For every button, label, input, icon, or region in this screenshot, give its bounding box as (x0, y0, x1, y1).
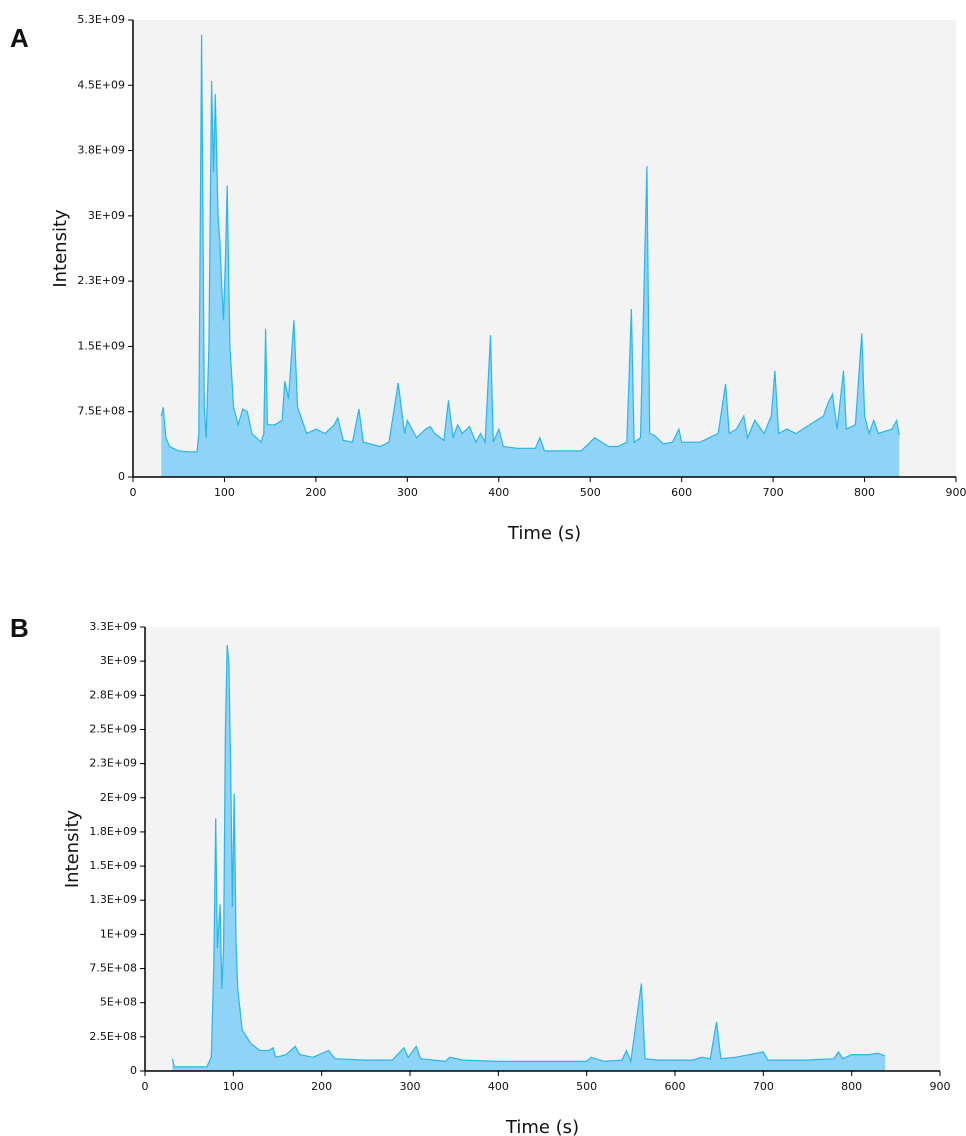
y-tick-label: 1E+09 (100, 927, 137, 940)
area-fill (161, 34, 900, 478)
x-tick-label: 0 (130, 486, 137, 499)
x-tick-label: 600 (671, 486, 692, 499)
x-axis-title: Time (s) (505, 1117, 579, 1136)
y-tick-label: 3E+09 (100, 654, 137, 667)
x-tick-label: 0 (142, 1080, 149, 1093)
y-axis-title: Intensity (50, 209, 71, 288)
x-tick-label: 700 (753, 1080, 774, 1093)
y-tick-label: 7.5E+08 (89, 962, 137, 975)
area-line (171, 644, 886, 1068)
x-tick-label: 300 (400, 1080, 421, 1093)
panel-label: A (10, 23, 29, 53)
y-tick-label: 3E+09 (88, 209, 125, 222)
y-tick-label: 2.5E+08 (89, 1030, 137, 1043)
x-tick-label: 200 (311, 1080, 332, 1093)
x-tick-label: 400 (488, 1080, 509, 1093)
x-tick-label: 400 (488, 486, 509, 499)
x-axis-title: Time (s) (507, 523, 581, 544)
y-tick-label: 2.8E+09 (89, 688, 137, 701)
y-axis-title: Intensity (62, 809, 83, 888)
y-tick-label: 1.3E+09 (89, 893, 137, 906)
panel-label: B (10, 613, 29, 643)
x-tick-label: 800 (854, 486, 875, 499)
y-tick-label: 2E+09 (100, 791, 137, 804)
x-tick-label: 900 (946, 486, 966, 499)
x-tick-label: 300 (397, 486, 418, 499)
y-tick-label: 3.8E+09 (77, 144, 125, 157)
x-tick-label: 500 (580, 486, 601, 499)
y-tick-label: 1.5E+09 (89, 859, 137, 872)
y-tick-label: 1.8E+09 (89, 825, 137, 838)
y-tick-label: 7.5E+08 (77, 405, 125, 418)
y-tick-label: 2.3E+09 (77, 274, 125, 287)
y-tick-label: 0 (130, 1064, 137, 1077)
plot-background (145, 627, 940, 1071)
x-tick-label: 500 (576, 1080, 597, 1093)
y-tick-label: 2.5E+09 (89, 722, 137, 735)
x-tick-label: 600 (665, 1080, 686, 1093)
y-tick-label: 5.3E+09 (77, 13, 125, 26)
plot-background (133, 20, 956, 477)
y-tick-label: 2.3E+09 (89, 757, 137, 770)
y-tick-label: 1.5E+09 (77, 339, 125, 352)
y-tick-label: 3.3E+09 (89, 620, 137, 633)
y-tick-label: 0 (118, 470, 125, 483)
y-tick-label: 4.5E+09 (77, 78, 125, 91)
x-tick-label: 700 (763, 486, 784, 499)
x-tick-label: 100 (214, 486, 235, 499)
x-tick-label: 100 (223, 1080, 244, 1093)
x-tick-label: 200 (305, 486, 326, 499)
area-line (160, 34, 900, 453)
y-tick-label: 5E+08 (100, 996, 137, 1009)
x-tick-label: 900 (930, 1080, 951, 1093)
x-tick-label: 800 (841, 1080, 862, 1093)
